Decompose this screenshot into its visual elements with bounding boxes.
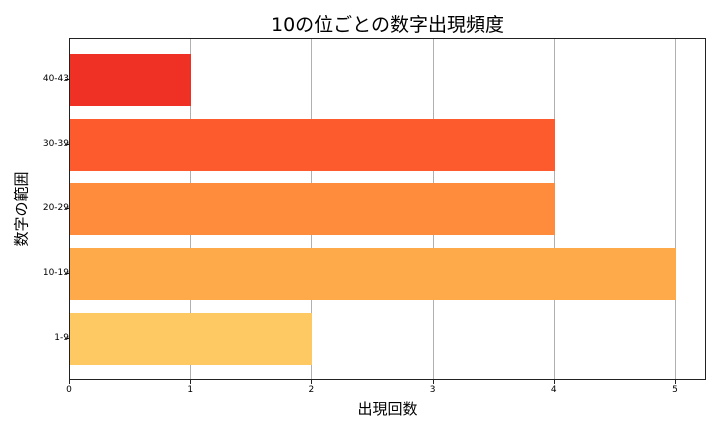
x-tick-label: 4 xyxy=(550,385,557,395)
y-tick-label: 10-19 xyxy=(42,268,69,278)
y-tick-label: 1-9 xyxy=(54,333,69,343)
gridline xyxy=(675,39,676,379)
y-axis-label: 数字の範囲 xyxy=(12,171,31,247)
bar-10-19 xyxy=(70,248,676,300)
x-tick-mark xyxy=(311,380,313,384)
x-tick-label: 0 xyxy=(66,385,72,395)
x-tick-label: 3 xyxy=(429,385,436,395)
y-tick-mark xyxy=(65,79,69,80)
bar-30-39 xyxy=(70,119,555,171)
x-tick-mark xyxy=(190,380,192,384)
x-tick-mark xyxy=(432,380,434,384)
x-tick-label: 5 xyxy=(672,385,678,395)
bar-1-9 xyxy=(70,313,313,365)
x-tick-label: 1 xyxy=(187,385,194,395)
y-tick-label: 30-39 xyxy=(42,139,69,149)
y-tick-label: 20-29 xyxy=(42,203,69,213)
x-axis-label: 出現回数 xyxy=(357,400,418,418)
x-tick-mark xyxy=(675,380,676,384)
bar-40-43 xyxy=(70,54,192,106)
y-tick-mark xyxy=(65,338,69,339)
y-tick-mark xyxy=(65,208,69,209)
plot-area xyxy=(69,38,706,380)
x-tick-mark xyxy=(553,380,555,384)
y-tick-mark xyxy=(65,273,69,274)
chart-title: 10の位ごとの数字出現頻度 xyxy=(271,14,504,36)
x-tick-mark xyxy=(69,380,70,384)
y-tick-mark xyxy=(65,144,69,145)
bar-20-29 xyxy=(70,183,555,235)
x-tick-label: 2 xyxy=(308,385,315,395)
y-tick-label: 40-43 xyxy=(42,74,69,84)
